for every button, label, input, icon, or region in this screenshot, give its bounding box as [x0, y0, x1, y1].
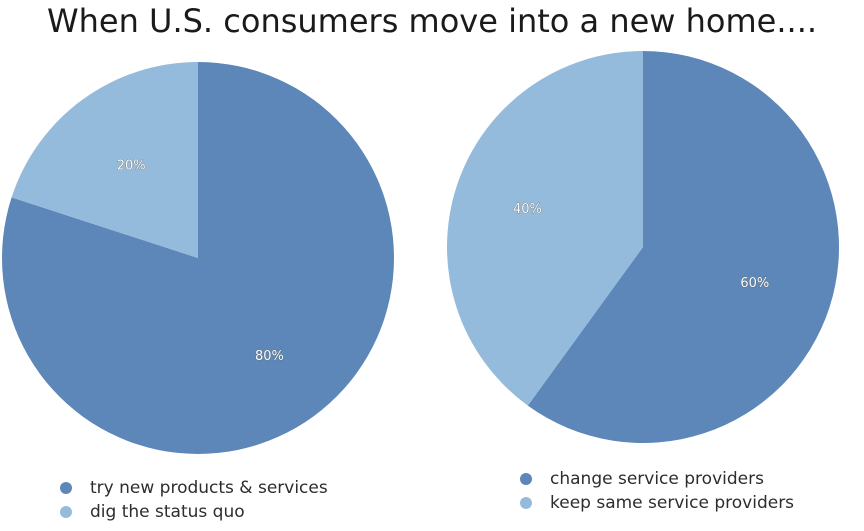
slice-data-label: 80%: [255, 349, 284, 364]
slice-data-label: 60%: [740, 276, 769, 291]
legend-label: keep same service providers: [550, 493, 795, 513]
legend-label: dig the status quo: [90, 502, 245, 522]
legend-right: change service providers keep same servi…: [520, 467, 794, 515]
pie-slice: [527, 51, 839, 443]
legend-left: try new products & services dig the stat…: [60, 476, 328, 524]
pie-chart-left: 80% 20%: [2, 61, 394, 454]
legend-swatch-light: [520, 497, 532, 509]
legend-item: dig the status quo: [60, 500, 328, 524]
legend-item: keep same service providers: [520, 491, 794, 515]
legend-label: change service providers: [550, 469, 764, 489]
pie-slice: [2, 62, 394, 454]
pie-slice: [11, 61, 198, 258]
legend-item: try new products & services: [60, 476, 328, 500]
legend-swatch-dark: [60, 482, 72, 494]
legend-item: change service providers: [520, 467, 794, 491]
slice-data-label: 20%: [117, 159, 146, 174]
legend-label: try new products & services: [90, 478, 328, 498]
pie-chart-right: 60% 40%: [446, 51, 839, 443]
legend-swatch-dark: [520, 473, 532, 485]
pie-slice: [446, 51, 643, 406]
legend-swatch-light: [60, 506, 72, 518]
slice-data-label: 40%: [513, 202, 542, 217]
chart-title: When U.S. consumers move into a new home…: [46, 2, 818, 40]
